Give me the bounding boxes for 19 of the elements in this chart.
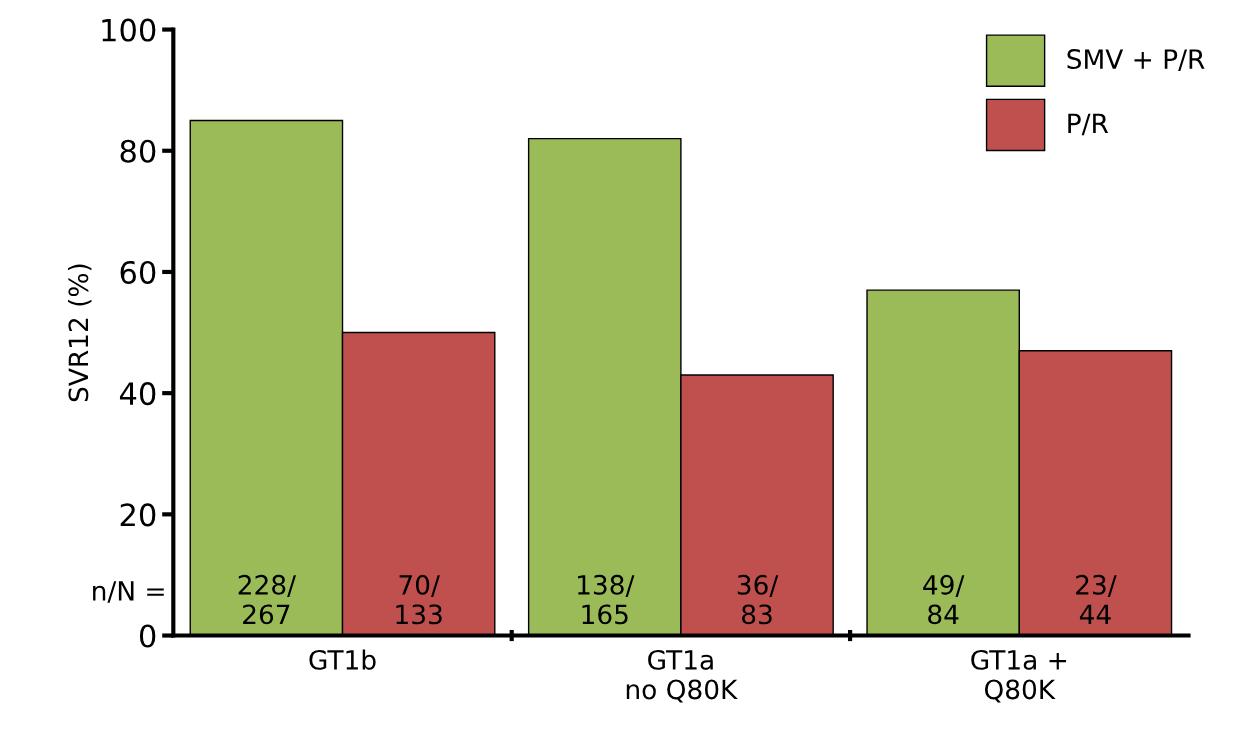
data-label: 36/ 83 [737,574,779,625]
legend-label: P/R [1068,113,1109,136]
y-tick-label: 100 [102,18,156,42]
x-tick-label: GT1a no Q80K [626,649,738,703]
y-tick-label: 60 [120,260,156,284]
y-tick-label: 80 [120,139,156,163]
data-label: 49/ 84 [923,574,965,625]
data-label: 138/ 165 [578,574,635,625]
data-label: 70/ 133 [396,574,442,625]
text: n/N = [93,581,164,603]
legend-label: SMV + P/R [1067,49,1205,72]
x-tick-label: GT1a + Q80K [971,649,1067,703]
y-axis-title: SVR12 (%) [67,264,92,402]
y-tick-label: 20 [120,503,156,527]
data-label: 228/ 267 [238,574,296,625]
y-tick-label: 40 [119,382,156,406]
data-label: 23/ 44 [1076,574,1117,624]
y-tick-label: 0 [139,624,156,648]
x-tick-label: GT1b [309,649,376,670]
